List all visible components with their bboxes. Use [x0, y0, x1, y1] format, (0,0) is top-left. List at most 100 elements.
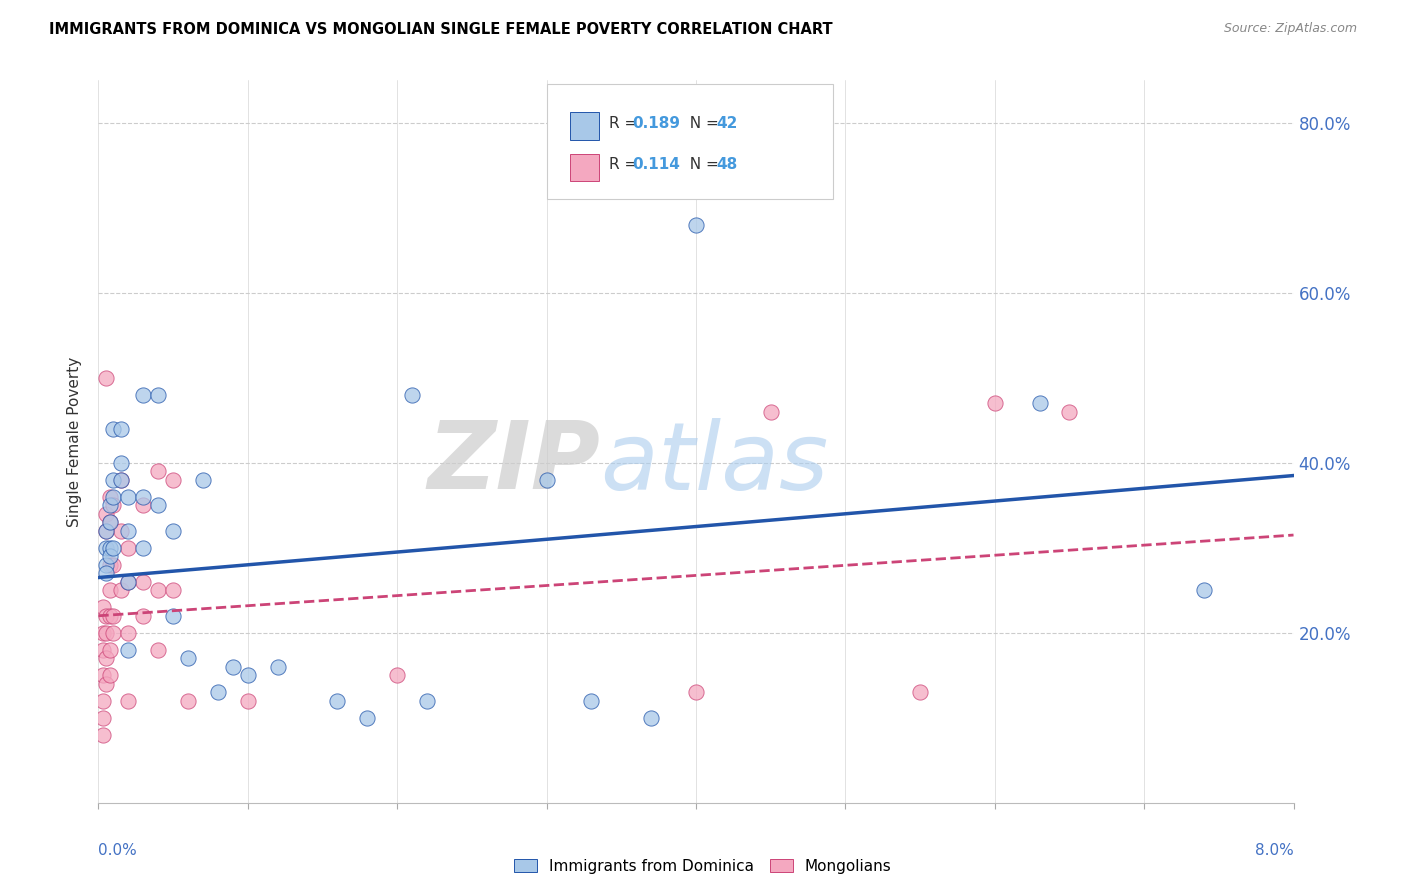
Point: [94, 566, 117, 581]
Point: [103, 422, 125, 436]
Point: [91, 642, 114, 657]
Point: [98, 583, 122, 598]
Point: [1192, 583, 1215, 598]
Text: Source: ZipAtlas.com: Source: ZipAtlas.com: [1223, 22, 1357, 36]
Point: [117, 574, 139, 589]
FancyBboxPatch shape: [571, 112, 599, 139]
Point: [132, 490, 155, 504]
Point: [98, 668, 122, 682]
Point: [91, 694, 114, 708]
Text: 8.0%: 8.0%: [1254, 843, 1294, 857]
Point: [148, 464, 170, 478]
Point: [132, 574, 155, 589]
Point: [103, 541, 125, 555]
Text: atlas: atlas: [600, 417, 828, 508]
Point: [581, 694, 603, 708]
Point: [207, 685, 229, 699]
Point: [162, 583, 184, 598]
Point: [94, 651, 117, 665]
Point: [385, 668, 409, 682]
Point: [177, 651, 200, 665]
Point: [148, 583, 170, 598]
Text: N =: N =: [681, 116, 724, 131]
Text: N =: N =: [681, 157, 724, 172]
Point: [94, 507, 117, 521]
Point: [110, 583, 132, 598]
Point: [110, 456, 132, 470]
Point: [98, 541, 122, 555]
Point: [98, 549, 122, 564]
Point: [94, 371, 117, 385]
Point: [117, 642, 139, 657]
Text: ZIP: ZIP: [427, 417, 600, 509]
Point: [1028, 396, 1050, 410]
Point: [908, 685, 931, 699]
Point: [98, 498, 122, 512]
Point: [94, 524, 117, 538]
Text: 48: 48: [716, 157, 738, 172]
Point: [94, 625, 117, 640]
Point: [162, 524, 184, 538]
Point: [98, 608, 122, 623]
Point: [1059, 405, 1081, 419]
Point: [536, 473, 558, 487]
Point: [117, 694, 139, 708]
Point: [117, 541, 139, 555]
Point: [91, 711, 114, 725]
Point: [162, 608, 184, 623]
Point: [103, 498, 125, 512]
Point: [94, 608, 117, 623]
Point: [103, 558, 125, 572]
Point: [236, 668, 259, 682]
Point: [132, 388, 155, 402]
Point: [685, 685, 707, 699]
Point: [110, 422, 132, 436]
Point: [91, 668, 114, 682]
Point: [148, 388, 170, 402]
Point: [103, 608, 125, 623]
FancyBboxPatch shape: [571, 153, 599, 181]
Legend: Immigrants from Dominica, Mongolians: Immigrants from Dominica, Mongolians: [508, 853, 898, 880]
Point: [94, 541, 117, 555]
Point: [222, 660, 245, 674]
Point: [148, 642, 170, 657]
Point: [94, 524, 117, 538]
Text: R =: R =: [609, 116, 643, 131]
Point: [110, 473, 132, 487]
Point: [759, 405, 782, 419]
Point: [91, 625, 114, 640]
Text: 0.114: 0.114: [633, 157, 681, 172]
Point: [103, 490, 125, 504]
Point: [103, 473, 125, 487]
Point: [94, 558, 117, 572]
Point: [162, 473, 184, 487]
Text: 0.0%: 0.0%: [98, 843, 138, 857]
Text: R =: R =: [609, 157, 643, 172]
Point: [94, 677, 117, 691]
Point: [98, 490, 122, 504]
Y-axis label: Single Female Poverty: Single Female Poverty: [67, 357, 83, 526]
Point: [984, 396, 1007, 410]
Point: [132, 541, 155, 555]
Point: [236, 694, 259, 708]
Point: [356, 711, 378, 725]
Point: [148, 498, 170, 512]
Point: [640, 711, 662, 725]
Point: [110, 524, 132, 538]
Point: [103, 625, 125, 640]
Point: [91, 600, 114, 615]
Point: [98, 516, 122, 530]
Point: [191, 473, 214, 487]
Point: [117, 625, 139, 640]
Point: [177, 694, 200, 708]
Point: [326, 694, 349, 708]
Point: [416, 694, 439, 708]
Point: [132, 498, 155, 512]
Point: [117, 524, 139, 538]
Point: [110, 473, 132, 487]
Point: [117, 490, 139, 504]
Point: [98, 516, 122, 530]
Point: [117, 574, 139, 589]
Point: [267, 660, 290, 674]
Text: IMMIGRANTS FROM DOMINICA VS MONGOLIAN SINGLE FEMALE POVERTY CORRELATION CHART: IMMIGRANTS FROM DOMINICA VS MONGOLIAN SI…: [49, 22, 832, 37]
